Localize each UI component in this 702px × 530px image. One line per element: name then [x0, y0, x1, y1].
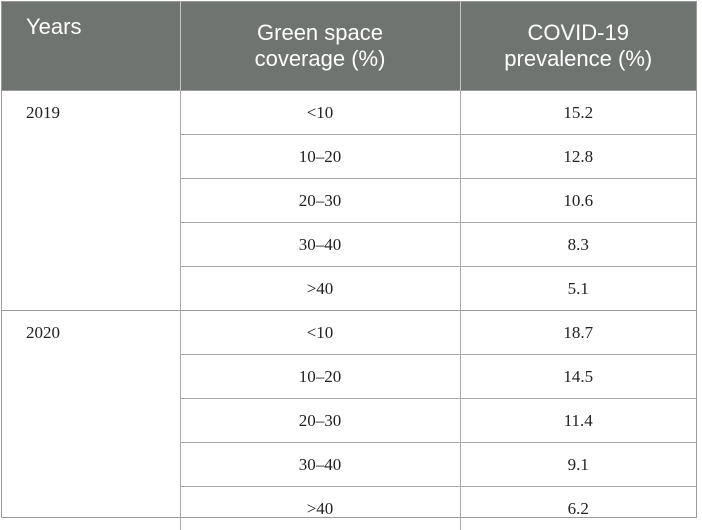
coverage-cell: 30–40 — [180, 223, 460, 267]
year-cell-2019: 2019 — [2, 91, 180, 311]
year-cell-2020: 2020 — [2, 311, 180, 530]
prevalence-cell: 8.3 — [460, 223, 696, 267]
header-years: Years — [2, 2, 180, 91]
prevalence-cell: 10.6 — [460, 179, 696, 223]
header-covid-line2: prevalence (%) — [504, 46, 652, 71]
coverage-cell: 20–30 — [180, 399, 460, 443]
coverage-cell: >40 — [180, 267, 460, 311]
table-row: 2019 <10 15.2 — [2, 91, 696, 135]
header-green-space-coverage: Green space coverage (%) — [180, 2, 460, 91]
prevalence-cell: 6.2 — [460, 487, 696, 530]
header-covid-prevalence: COVID-19 prevalence (%) — [460, 2, 696, 91]
header-row: Years Green space coverage (%) COVID-19 … — [2, 2, 696, 91]
header-covid-line1: COVID-19 — [528, 20, 629, 45]
prevalence-cell: 12.8 — [460, 135, 696, 179]
prevalence-cell: 11.4 — [460, 399, 696, 443]
prevalence-cell: 9.1 — [460, 443, 696, 487]
header-green-space-line1: Green space — [257, 20, 383, 45]
table-row: 2020 <10 18.7 — [2, 311, 696, 355]
prevalence-cell: 5.1 — [460, 267, 696, 311]
coverage-cell: 10–20 — [180, 355, 460, 399]
coverage-cell: 30–40 — [180, 443, 460, 487]
coverage-cell: <10 — [180, 91, 460, 135]
prevalence-cell: 14.5 — [460, 355, 696, 399]
header-green-space-line2: coverage (%) — [255, 46, 386, 71]
coverage-cell: >40 — [180, 487, 460, 530]
coverage-cell: 20–30 — [180, 179, 460, 223]
prevalence-cell: 15.2 — [460, 91, 696, 135]
header-years-label: Years — [26, 14, 81, 39]
table-header: Years Green space coverage (%) COVID-19 … — [2, 2, 696, 91]
coverage-cell: <10 — [180, 311, 460, 355]
coverage-cell: 10–20 — [180, 135, 460, 179]
data-table-container: Years Green space coverage (%) COVID-19 … — [1, 1, 697, 518]
prevalence-cell: 18.7 — [460, 311, 696, 355]
table-body: 2019 <10 15.2 10–20 12.8 20–30 10.6 30–4… — [2, 91, 696, 530]
